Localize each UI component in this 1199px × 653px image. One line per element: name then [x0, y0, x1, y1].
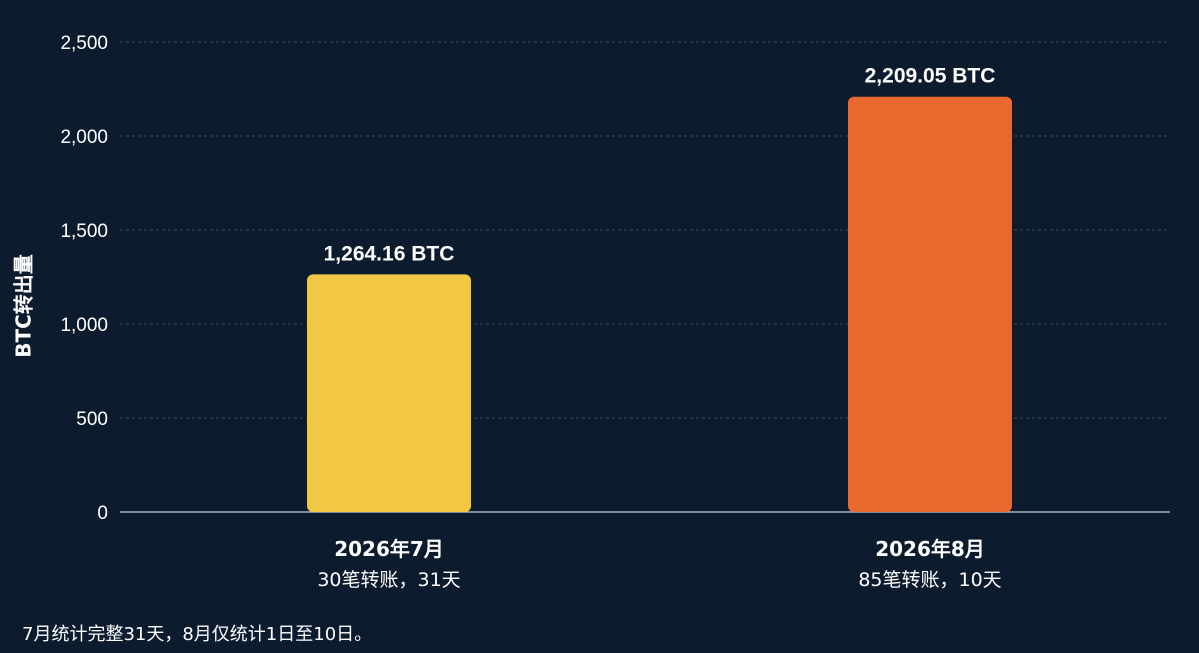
y-tick-label: 2,000 [60, 127, 108, 148]
y-tick-label: 2,500 [60, 33, 108, 54]
x-tick-sublabel: 85笔转账，10天 [858, 569, 1001, 591]
y-tick-label: 1,500 [60, 221, 108, 242]
data-label: 1,264.16 BTC [324, 242, 455, 265]
x-tick-sublabel: 30笔转账，31天 [317, 569, 460, 591]
x-tick-label: 2026年8月 [875, 537, 985, 561]
chart-footnote: 7月统计完整31天，8月仅统计1日至10日。 [22, 624, 373, 645]
y-axis-label: BTC转出量 [11, 254, 36, 358]
y-tick-label: 1,000 [60, 315, 108, 336]
y-tick-label: 0 [97, 503, 108, 524]
x-tick-label: 2026年7月 [334, 537, 444, 561]
bar [307, 274, 471, 512]
bar [848, 96, 1012, 512]
data-label: 2,209.05 BTC [865, 65, 996, 88]
y-tick-label: 500 [76, 409, 108, 430]
